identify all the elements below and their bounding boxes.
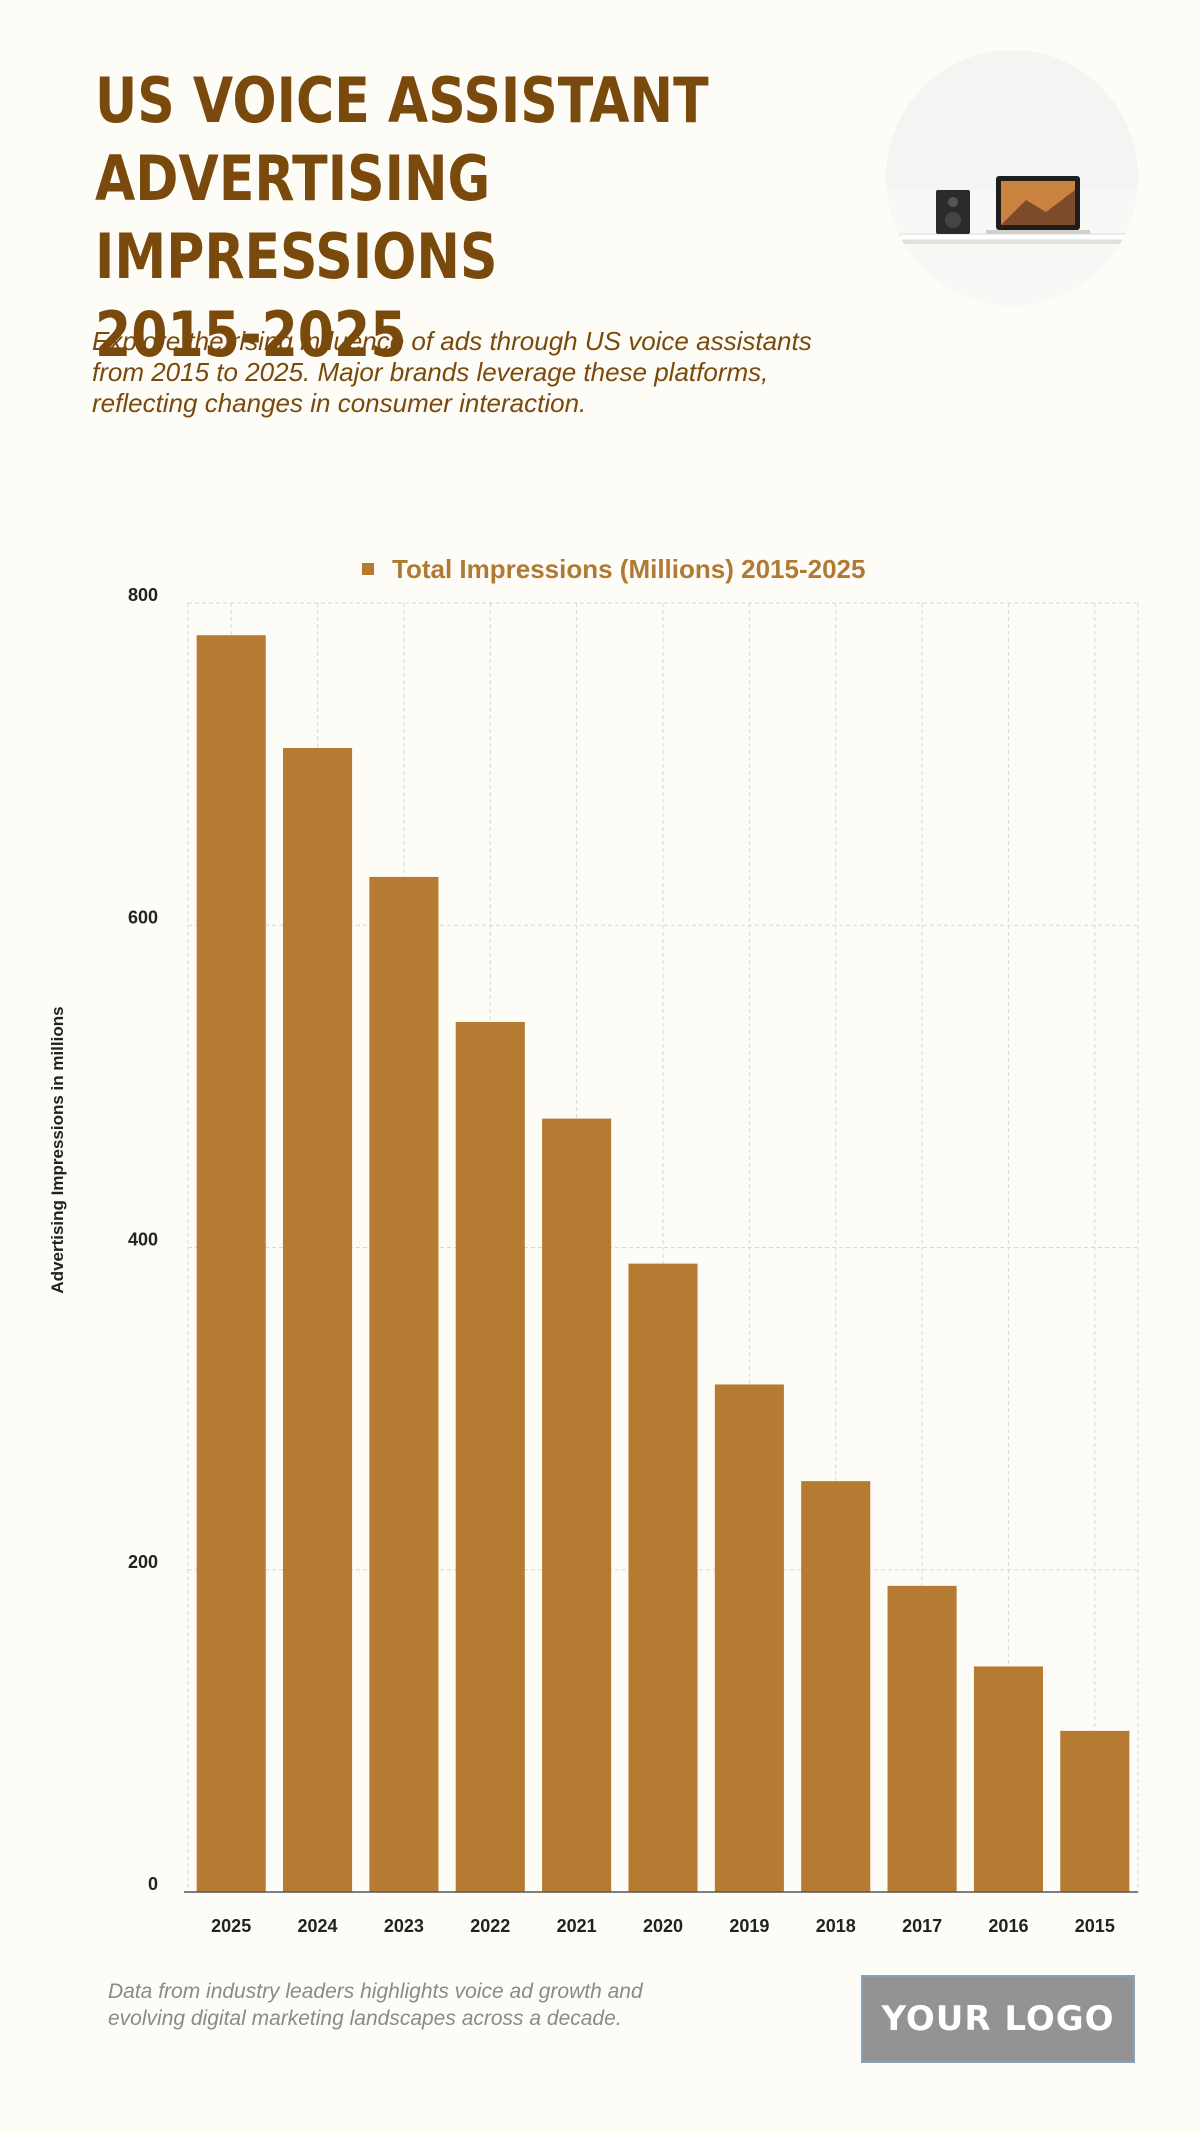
page-title: US Voice Assistant Advertising Impressio… [95,62,750,374]
legend: Total Impressions (Millions) 2015-2025 [362,554,865,584]
bar [369,876,439,1892]
axes: 0 200 400 600 800 2025 2024 2023 2022 2021 2020 201… [128,585,1138,1936]
footer-note-line-1: Data from industry leaders highlights vo… [108,1980,643,2003]
y-axis-title: Advertising Impressions in millions [48,1006,67,1293]
x-tick-label: 2020 [643,1916,683,1936]
title-line-1: US Voice Assistant [95,64,709,137]
subtitle-line-1: Explore the rising influence of ads thro… [92,326,812,356]
y-tick-label: 800 [128,585,158,605]
bar [887,1585,957,1892]
bar [801,1481,871,1892]
x-tick-label: 2022 [470,1916,510,1936]
y-tick-label: 600 [128,907,158,927]
subtitle-line-3: reflecting changes in consumer interacti… [92,388,587,418]
title-line-2: Advertising Impressions [95,142,498,293]
desk-photo [886,50,1138,306]
x-tick-label: 2021 [557,1916,597,1936]
bar [196,635,266,1892]
x-tick-label: 2017 [902,1916,942,1936]
x-tick-label: 2023 [384,1916,424,1936]
bar [628,1263,698,1892]
shelf-shadow [896,238,1126,244]
y-tick-label: 400 [128,1230,158,1250]
legend-swatch [362,563,374,575]
shelf [899,233,1127,241]
x-tick-label: 2019 [729,1916,769,1936]
page-subtitle: Explore the rising influence of ads thro… [92,326,892,419]
title-line-3: 2015-2025 [95,298,407,371]
footer-note: Data from industry leaders highlights vo… [108,1978,748,2032]
bar [542,1118,612,1892]
bar-chart: 0 200 400 600 800 2025 2024 2023 2022 2021 2020 201… [48,554,1139,1936]
x-tick-label: 2024 [298,1916,338,1936]
desk-illustration [886,50,1138,306]
bar [714,1384,784,1892]
bar [283,748,353,1893]
subtitle-line-2: from 2015 to 2025. Major brands leverage… [92,357,769,387]
bar [455,1021,525,1892]
logo-placeholder: YOUR LOGO [861,1975,1135,2063]
x-tick-label: 2025 [211,1916,251,1936]
y-tick-label: 0 [148,1874,158,1894]
chart-area: 0 200 400 600 800 2025 2024 2023 2022 2021 2020 201… [0,540,1200,1960]
x-tick-label: 2015 [1075,1916,1115,1936]
x-tick-label: 2016 [988,1916,1028,1936]
bar [1060,1730,1130,1892]
legend-label: Total Impressions (Millions) 2015-2025 [392,554,865,584]
x-tick-label: 2018 [816,1916,856,1936]
bar [973,1666,1043,1892]
footer-note-line-2: evolving digital marketing landscapes ac… [108,2007,622,2030]
y-tick-label: 200 [128,1552,158,1572]
bars [196,635,1130,1893]
